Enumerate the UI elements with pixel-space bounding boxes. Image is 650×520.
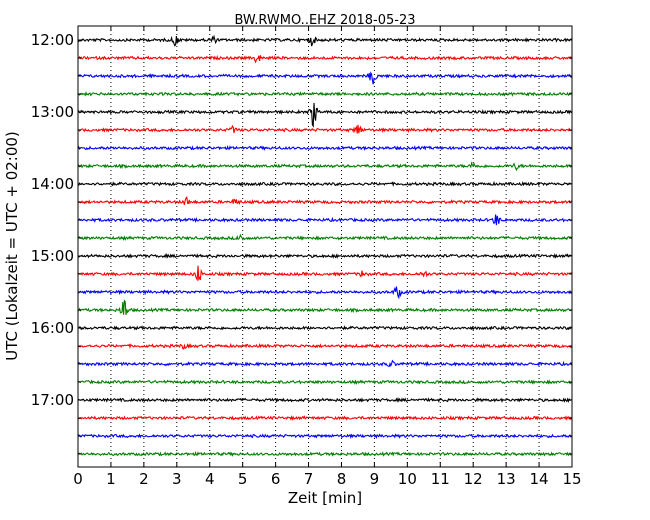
chart-title: BW.RWMO..EHZ 2018-05-23 bbox=[234, 13, 415, 28]
seismic-trace bbox=[77, 414, 573, 421]
y-tick-label: 12:00 bbox=[31, 31, 74, 49]
seismic-trace bbox=[77, 124, 572, 134]
seismic-trace bbox=[77, 379, 572, 385]
x-tick-label: 12 bbox=[464, 470, 483, 488]
x-tick-label: 3 bbox=[172, 470, 182, 488]
y-tick-label: 17:00 bbox=[31, 391, 74, 409]
seismic-trace bbox=[77, 102, 573, 128]
x-tick-label: 6 bbox=[271, 470, 281, 488]
x-tick-label: 7 bbox=[304, 470, 314, 488]
seismic-trace bbox=[77, 299, 572, 316]
x-tick-label: 11 bbox=[431, 470, 450, 488]
seismic-trace bbox=[77, 34, 572, 47]
y-tick-label: 16:00 bbox=[31, 319, 74, 337]
seismic-trace bbox=[77, 196, 573, 205]
x-tick-label: 0 bbox=[73, 470, 83, 488]
seismic-trace bbox=[77, 252, 572, 259]
seismic-trace bbox=[77, 433, 572, 440]
x-tick-label: 15 bbox=[562, 470, 581, 488]
x-axis-label: Zeit [min] bbox=[288, 489, 362, 507]
seismic-trace bbox=[77, 214, 573, 226]
x-tick-label: 13 bbox=[497, 470, 516, 488]
y-tick-label: 14:00 bbox=[31, 175, 74, 193]
x-tick-label: 2 bbox=[139, 470, 149, 488]
y-tick-label: 15:00 bbox=[31, 247, 74, 265]
x-tick-label: 5 bbox=[238, 470, 248, 488]
axis-ticks: 0 1 2 3 4 5 6 7 8 9 10 11 12 13 14 1512:0013:0014:0015:… bbox=[31, 26, 582, 488]
x-tick-label: 8 bbox=[337, 470, 347, 488]
x-tick-label: 10 bbox=[398, 470, 417, 488]
seismic-trace bbox=[77, 161, 573, 172]
seismic-trace bbox=[77, 396, 572, 403]
plot-frame bbox=[77, 25, 573, 468]
seismic-trace bbox=[77, 359, 573, 368]
seismic-trace bbox=[77, 451, 572, 457]
seismic-trace bbox=[77, 265, 573, 282]
seismic-trace bbox=[77, 233, 573, 241]
x-tick-label: 4 bbox=[205, 470, 215, 488]
x-tick-label: 14 bbox=[530, 470, 549, 488]
x-tick-label: 1 bbox=[106, 470, 116, 488]
seismic-trace bbox=[77, 91, 573, 97]
x-tick-label: 9 bbox=[370, 470, 380, 488]
seismic-trace bbox=[77, 54, 573, 64]
seismic-trace bbox=[77, 180, 572, 188]
y-tick-label: 13:00 bbox=[31, 103, 74, 121]
seismic-trace bbox=[77, 71, 572, 85]
seismic-trace bbox=[77, 325, 572, 331]
y-axis-label: UTC (Lokalzeit = UTC + 02:00) bbox=[3, 131, 21, 361]
seismic-traces bbox=[77, 34, 573, 457]
grid-lines bbox=[110, 26, 540, 467]
seismic-trace bbox=[77, 286, 572, 300]
seismic-trace bbox=[77, 145, 573, 151]
seismic-trace bbox=[77, 342, 573, 350]
